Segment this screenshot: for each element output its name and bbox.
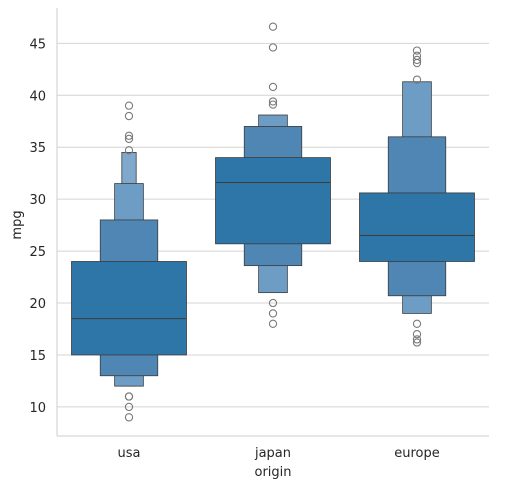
outlier-point bbox=[268, 100, 278, 109]
outlier-point bbox=[268, 97, 278, 106]
boxen-boxes bbox=[71, 22, 475, 422]
boxen-level bbox=[359, 192, 475, 262]
boxen-group-europe bbox=[359, 46, 475, 347]
outlier-point bbox=[412, 55, 422, 65]
boxen-level bbox=[71, 261, 187, 356]
outlier-point bbox=[412, 58, 422, 68]
outlier-point bbox=[412, 75, 422, 84]
outlier-point bbox=[268, 309, 278, 318]
y-tick-label: 20 bbox=[29, 297, 46, 312]
y-tick-label: 35 bbox=[29, 141, 46, 156]
x-tick-label: japan bbox=[254, 446, 291, 461]
outlier-point bbox=[124, 134, 134, 144]
boxen-level bbox=[215, 157, 331, 245]
y-tick-label: 25 bbox=[29, 245, 46, 260]
outlier-point bbox=[268, 43, 278, 52]
outlier-point bbox=[268, 298, 278, 308]
axes bbox=[56, 8, 489, 437]
outlier-point bbox=[268, 319, 278, 328]
outlier-point bbox=[124, 101, 134, 110]
outlier-point bbox=[268, 82, 278, 92]
outlier-point bbox=[412, 330, 422, 339]
outlier-point bbox=[124, 146, 134, 155]
x-tick-label: usa bbox=[118, 446, 141, 461]
outlier-point bbox=[124, 392, 134, 401]
y-axis-label: mpg bbox=[10, 210, 25, 239]
outlier-point bbox=[124, 131, 134, 140]
y-tick-label: 40 bbox=[29, 89, 46, 104]
y-tick-label: 10 bbox=[29, 401, 46, 416]
x-tick-label: europe bbox=[394, 446, 440, 461]
boxen-group-usa bbox=[71, 101, 187, 422]
outlier-point bbox=[412, 335, 422, 344]
x-axis-label: origin bbox=[254, 465, 291, 480]
y-tick-label: 30 bbox=[29, 193, 46, 208]
outlier-point bbox=[412, 338, 422, 347]
y-tick-label: 15 bbox=[29, 349, 46, 364]
outlier-point bbox=[412, 319, 422, 328]
y-tick-label: 45 bbox=[29, 37, 46, 52]
outlier-point bbox=[124, 402, 134, 412]
outlier-point bbox=[268, 22, 278, 31]
outlier-point bbox=[124, 413, 134, 422]
outlier-point bbox=[124, 111, 134, 121]
boxen-group-japan bbox=[215, 22, 331, 328]
tick-labels: 10 15 20 25 30 35 40 45 usa japan europe bbox=[29, 37, 439, 461]
outlier-point bbox=[412, 51, 422, 60]
outlier-point bbox=[412, 46, 422, 55]
